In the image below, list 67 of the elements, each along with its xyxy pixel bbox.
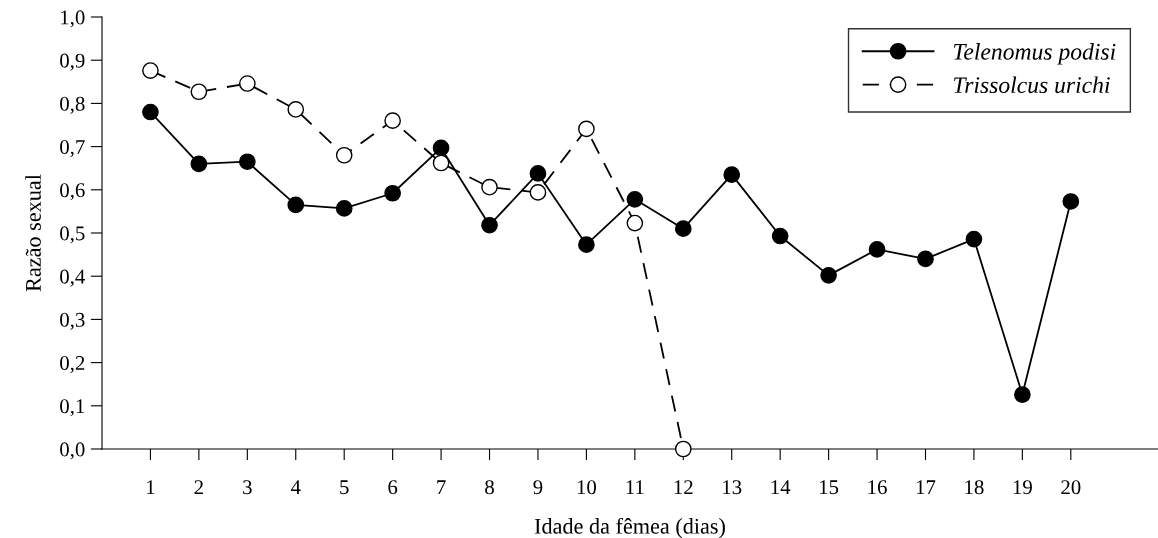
x-tick-label: 6 xyxy=(388,480,398,495)
x-tick-label: 20 xyxy=(1061,480,1081,495)
x-tick-label: 2 xyxy=(194,480,203,495)
point xyxy=(238,75,256,92)
x-tick-label: 9 xyxy=(533,480,543,495)
x-tick-label: 10 xyxy=(577,480,597,495)
point xyxy=(481,216,498,234)
point xyxy=(674,440,692,458)
legend-label: Telenomus podisi xyxy=(953,43,1116,65)
point xyxy=(1014,386,1031,403)
point xyxy=(578,236,595,253)
point xyxy=(868,241,886,258)
x-tick-label: 16 xyxy=(868,480,887,495)
point xyxy=(142,103,159,121)
x-tick-label: 18 xyxy=(965,480,984,495)
point xyxy=(238,153,256,171)
y-tick-label: 0,1 xyxy=(60,399,85,417)
point xyxy=(384,184,401,202)
point xyxy=(965,230,983,248)
y-tick-label: 0,8 xyxy=(60,96,85,114)
point xyxy=(432,154,450,172)
point xyxy=(384,112,401,130)
point xyxy=(820,267,837,284)
point xyxy=(626,214,644,232)
y-tick-label: 0,5 xyxy=(60,226,85,244)
point xyxy=(674,220,692,238)
y-axis-title: Razão sexual xyxy=(25,174,41,292)
y-tick-label: 0,4 xyxy=(60,269,86,287)
point xyxy=(432,139,450,157)
point xyxy=(481,178,498,196)
x-axis-title: Idade da fêmea (dias) xyxy=(534,517,725,538)
point xyxy=(578,120,595,138)
point xyxy=(287,101,305,118)
point xyxy=(626,190,644,208)
y-tick-label: 0,2 xyxy=(60,355,85,374)
point xyxy=(190,83,208,101)
point xyxy=(771,227,789,245)
legend-label: Trissolcus urichi xyxy=(953,76,1110,94)
point xyxy=(529,184,547,201)
x-tick-label: 3 xyxy=(243,480,252,495)
point xyxy=(917,250,934,268)
y-tick-label: 0,6 xyxy=(60,183,85,201)
x-tick-label: 15 xyxy=(820,480,839,495)
x-tick-label: 1 xyxy=(147,480,155,495)
x-tick-label: 5 xyxy=(340,480,349,495)
y-tick-label: 0,9 xyxy=(60,53,85,71)
point xyxy=(335,200,353,217)
y-tick-label: 0,7 xyxy=(60,139,85,158)
point xyxy=(335,146,353,164)
x-tick-label: 17 xyxy=(916,480,936,495)
y-tick-label: 1,0 xyxy=(61,10,85,28)
x-tick-label: 4 xyxy=(290,480,301,495)
y-tick-label: 0,0 xyxy=(60,442,85,460)
x-tick-label: 14 xyxy=(771,480,791,495)
x-tick-label: 8 xyxy=(485,480,494,495)
point xyxy=(723,166,741,184)
x-tick-label: 19 xyxy=(1013,480,1032,495)
x-tick-label: 11 xyxy=(626,480,644,495)
y-tick-label: 0,3 xyxy=(60,312,85,330)
x-tick-label: 13 xyxy=(723,480,742,495)
point xyxy=(529,165,547,182)
x-tick-label: 12 xyxy=(674,480,693,495)
point xyxy=(142,62,159,79)
point xyxy=(287,196,305,214)
x-tick-label: 7 xyxy=(437,480,446,495)
point xyxy=(1062,193,1080,210)
point xyxy=(190,155,208,173)
